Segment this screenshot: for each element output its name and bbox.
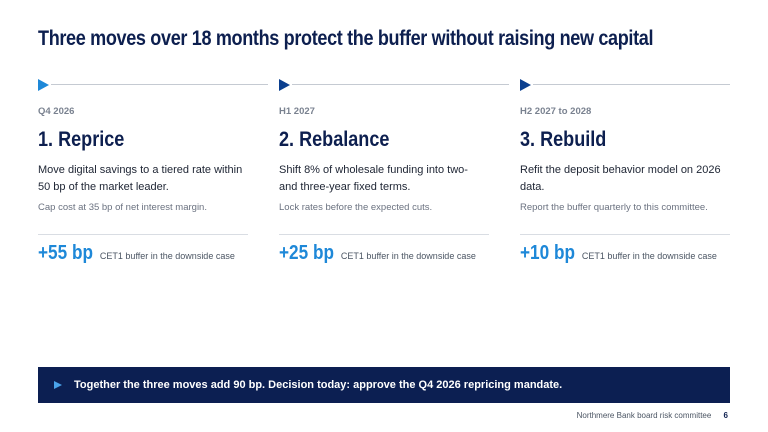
metric-value: +25 bp <box>279 242 334 264</box>
metric-label: CET1 buffer in the downside case <box>99 251 235 261</box>
move-period: H1 2027 <box>279 106 315 117</box>
timeline-segment <box>279 78 509 92</box>
banner-text: Together the three moves add 90 bp. Deci… <box>74 379 563 391</box>
slide-footer: Northmere Bank board risk committee 6 <box>577 411 728 420</box>
decision-banner: Together the three moves add 90 bp. Deci… <box>38 367 730 403</box>
metric-label: CET1 buffer in the downside case <box>581 251 717 261</box>
move-note: Lock rates before the expected cuts. <box>279 202 433 213</box>
slide-title: Three moves over 18 months protect the b… <box>38 27 654 50</box>
move-period: H2 2027 to 2028 <box>520 106 592 117</box>
timeline-line <box>51 84 268 85</box>
move-column-reprice: Q4 2026 1. Reprice Move digital savings … <box>38 78 268 265</box>
timeline-line <box>292 84 509 85</box>
move-metric: +10 bp CET1 buffer in the downside case <box>520 242 730 265</box>
footer-source: Northmere Bank board risk committee <box>576 411 712 420</box>
divider <box>38 234 248 235</box>
metric-value: +10 bp <box>520 242 575 264</box>
move-description: Shift 8% of wholesale funding into two- … <box>279 164 468 193</box>
page-number: 6 <box>723 411 728 420</box>
timeline-arrow-icon <box>38 79 49 91</box>
timeline-segment <box>520 78 730 92</box>
metric-label: CET1 buffer in the downside case <box>340 251 476 261</box>
move-heading: 2. Rebalance <box>279 128 390 151</box>
timeline-arrow-icon <box>279 79 290 91</box>
move-note: Report the buffer quarterly to this comm… <box>520 202 708 213</box>
move-column-rebuild: H2 2027 to 2028 3. Rebuild Refit the dep… <box>520 78 730 265</box>
timeline-segment <box>38 78 268 92</box>
move-period: Q4 2026 <box>38 106 75 117</box>
move-metric: +55 bp CET1 buffer in the downside case <box>38 242 248 265</box>
divider <box>279 234 489 235</box>
move-description: Refit the deposit behavior model on 2026… <box>520 164 721 193</box>
timeline-line <box>533 84 730 85</box>
move-metric: +25 bp CET1 buffer in the downside case <box>279 242 489 265</box>
move-note: Cap cost at 35 bp of net interest margin… <box>38 202 207 213</box>
move-description: Move digital savings to a tiered rate wi… <box>38 164 243 193</box>
divider <box>520 234 730 235</box>
move-heading: 1. Reprice <box>38 128 125 151</box>
move-heading: 3. Rebuild <box>520 128 607 151</box>
timeline-arrow-icon <box>520 79 531 91</box>
move-column-rebalance: H1 2027 2. Rebalance Shift 8% of wholesa… <box>279 78 509 265</box>
metric-value: +55 bp <box>38 242 93 264</box>
banner-arrow-icon <box>54 381 62 389</box>
